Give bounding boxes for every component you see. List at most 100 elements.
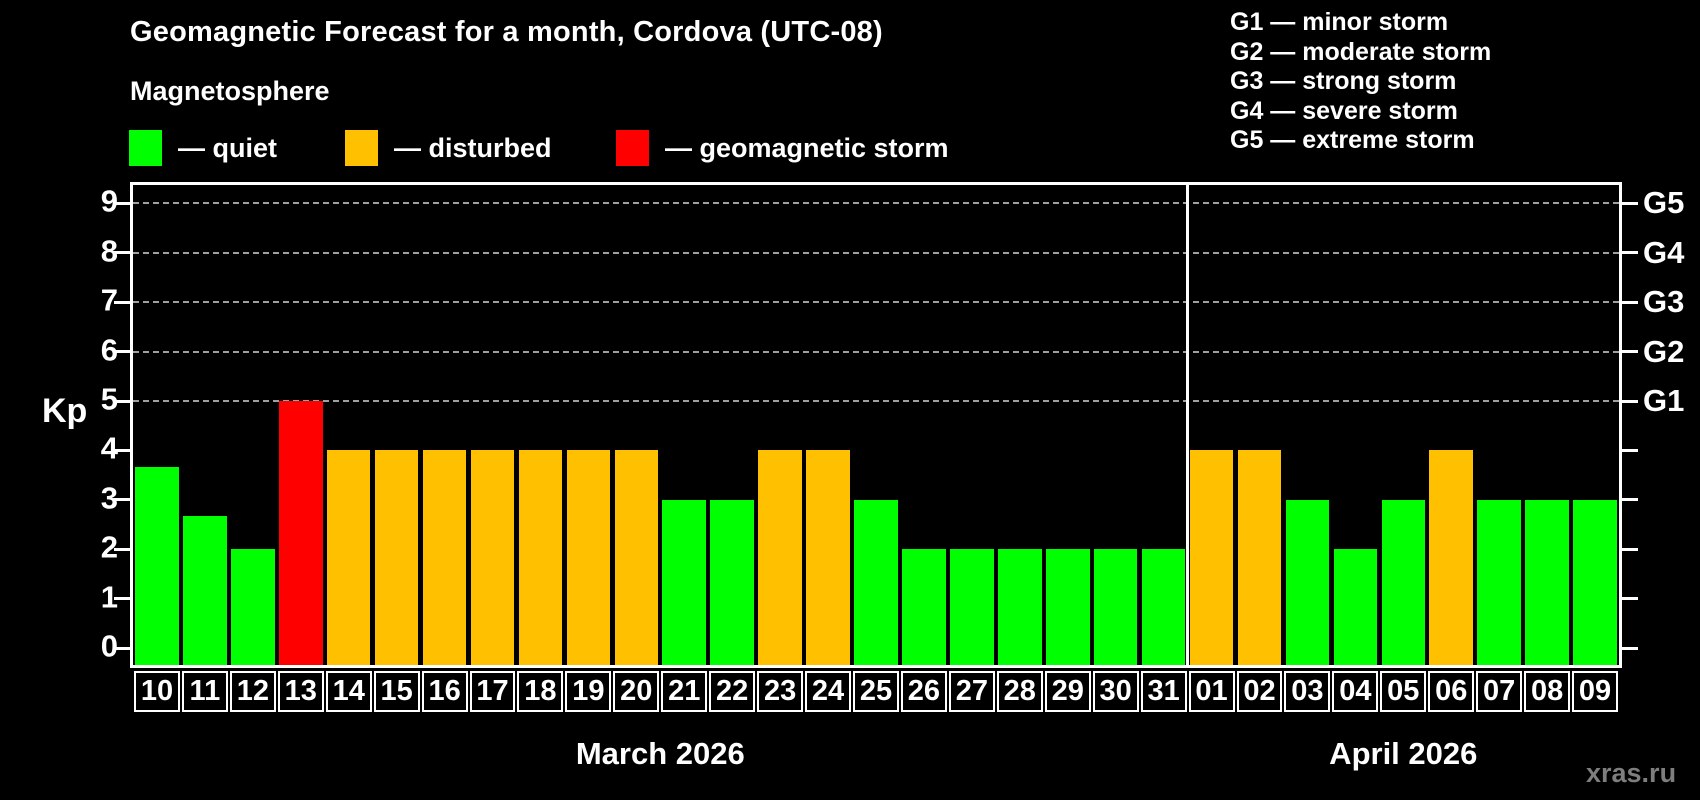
y-axis-tick <box>114 646 130 650</box>
kp-bar-day-30 <box>1093 549 1138 665</box>
day-label: 16 <box>421 671 468 712</box>
day-label: 22 <box>709 671 756 712</box>
plot-frame <box>130 182 1622 668</box>
day-label: 14 <box>325 671 372 712</box>
kp-bar-day-21 <box>662 499 707 665</box>
kp-bar-day-20 <box>614 450 659 665</box>
gridline-kp5 <box>133 400 1619 402</box>
storm-color-swatch <box>616 130 649 166</box>
y-tick-label: 1 <box>100 579 118 615</box>
g-axis-tick <box>1622 547 1638 551</box>
y-tick-label: 8 <box>100 233 118 269</box>
day-label: 04 <box>1332 671 1379 712</box>
day-label: 03 <box>1284 671 1331 712</box>
y-tick-label: 6 <box>100 332 118 368</box>
kp-bar-day-03 <box>1285 499 1330 665</box>
g-axis-tick <box>1622 448 1638 452</box>
kp-bar-day-25 <box>854 499 898 665</box>
y-tick-label: 9 <box>100 183 118 219</box>
kp-bar-day-12 <box>231 549 275 665</box>
legend-label-quiet: — quiet <box>178 132 277 163</box>
g-axis-label-g1: G1 <box>1643 383 1685 418</box>
legend-item-disturbed: — disturbed <box>345 130 552 166</box>
g4-legend-line: G4 — severe storm <box>1230 96 1458 125</box>
day-label: 08 <box>1524 671 1571 712</box>
y-axis-tick <box>114 300 130 304</box>
kp-bar-day-05 <box>1381 499 1426 665</box>
kp-bar-day-27 <box>950 549 994 665</box>
kp-bar-day-08 <box>1525 499 1569 665</box>
kp-bar-day-22 <box>710 499 754 665</box>
day-label: 07 <box>1476 671 1523 712</box>
g1-legend-line: G1 — minor storm <box>1230 8 1449 36</box>
day-label: 01 <box>1188 671 1235 712</box>
day-label: 02 <box>1236 671 1283 712</box>
day-label: 21 <box>661 671 708 712</box>
disturbed-color-swatch <box>345 130 378 166</box>
g-axis-label-g4: G4 <box>1643 234 1685 270</box>
chart-title: Geomagnetic Forecast for a month, Cordov… <box>130 16 883 48</box>
month-caption-0: March 2026 <box>575 736 745 771</box>
day-label: 30 <box>1092 671 1139 712</box>
month-divider-line <box>1186 185 1190 665</box>
g-scale-legend: G1 — minor storm G2 — moderate storm G3 … <box>1230 8 1491 156</box>
g-axis-tick <box>1622 350 1638 354</box>
day-label: 12 <box>229 671 276 712</box>
y-tick-label: 2 <box>100 529 118 565</box>
day-label: 05 <box>1380 671 1427 712</box>
kp-bar-day-23 <box>758 450 802 665</box>
kp-bar-day-29 <box>1045 549 1090 665</box>
kp-bar-day-17 <box>470 450 515 665</box>
y-axis-tick <box>114 251 130 255</box>
month-caption-1: April 2026 <box>1329 736 1478 771</box>
kp-bar-day-28 <box>998 549 1042 665</box>
y-tick-label: 5 <box>100 381 118 417</box>
kp-bar-day-09 <box>1573 499 1617 665</box>
y-tick-label: 0 <box>100 628 118 664</box>
day-label: 10 <box>134 671 180 712</box>
day-label: 09 <box>1572 671 1618 712</box>
g-axis-label-g3: G3 <box>1643 284 1685 320</box>
kp-bar-day-19 <box>566 450 611 665</box>
g5-legend-line: G5 — extreme storm <box>1230 126 1475 154</box>
y-axis-tick <box>114 597 130 601</box>
y-axis-tick <box>114 201 130 205</box>
gridline-kp9 <box>133 202 1619 205</box>
gridline-kp7 <box>133 301 1619 304</box>
legend-label-storm: — geomagnetic storm <box>665 132 949 163</box>
g-axis-tick <box>1622 300 1638 304</box>
kp-bar-day-02 <box>1237 450 1282 665</box>
day-label: 13 <box>277 671 324 712</box>
day-label: 19 <box>565 671 612 712</box>
kp-bar-day-16 <box>422 450 467 665</box>
y-axis-title: Kp <box>42 392 88 430</box>
g-axis-tick <box>1622 201 1638 205</box>
day-label: 24 <box>805 671 852 712</box>
kp-bar-day-14 <box>326 450 371 665</box>
kp-bar-day-18 <box>518 450 563 665</box>
day-label: 18 <box>517 671 564 712</box>
g-axis-tick <box>1622 399 1638 403</box>
day-label: 31 <box>1140 671 1187 712</box>
day-label: 06 <box>1428 671 1475 712</box>
kp-bar-day-06 <box>1429 450 1473 665</box>
day-label: 15 <box>373 671 420 712</box>
kp-bar-day-26 <box>902 549 946 665</box>
g-axis-label-g5: G5 <box>1643 185 1685 221</box>
gridline-kp8 <box>133 251 1619 254</box>
day-label: 27 <box>948 671 995 712</box>
y-tick-label: 4 <box>100 430 118 466</box>
day-label: 23 <box>757 671 804 712</box>
kp-bar-day-10 <box>135 466 179 665</box>
g3-legend-line: G3 — strong storm <box>1230 67 1457 95</box>
kp-bar-day-31 <box>1141 549 1186 665</box>
y-axis-tick <box>114 399 130 403</box>
g2-legend-line: G2 — moderate storm <box>1230 37 1492 66</box>
y-axis-tick <box>114 547 130 551</box>
g-axis-label-g2: G2 <box>1643 333 1685 369</box>
y-axis-tick <box>114 498 130 502</box>
day-label: 17 <box>469 671 516 712</box>
day-label: 25 <box>853 671 899 712</box>
kp-bar-day-04 <box>1333 549 1378 665</box>
legend-label-disturbed: — disturbed <box>394 132 552 163</box>
